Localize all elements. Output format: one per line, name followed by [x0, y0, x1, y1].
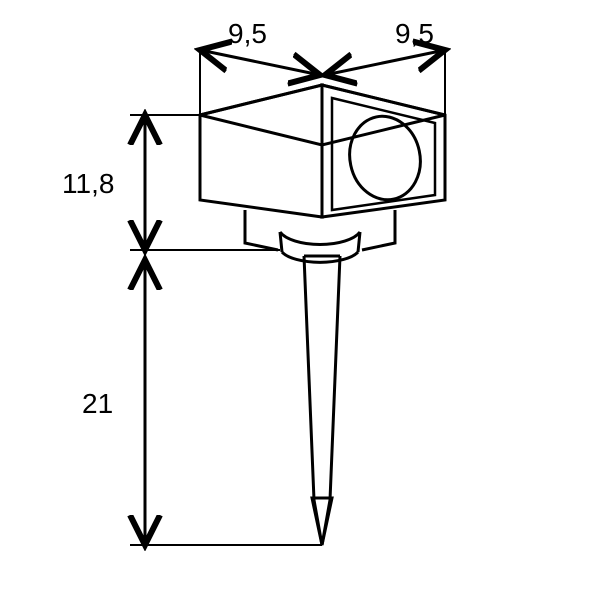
width-label: 9,5	[228, 18, 267, 50]
diagram-svg	[0, 0, 600, 600]
technical-diagram: 9,5 9,5 11,8 21	[0, 0, 600, 600]
spike-height-label: 21	[82, 388, 113, 420]
head-height-label: 11,8	[62, 168, 114, 200]
depth-label: 9,5	[395, 18, 434, 50]
